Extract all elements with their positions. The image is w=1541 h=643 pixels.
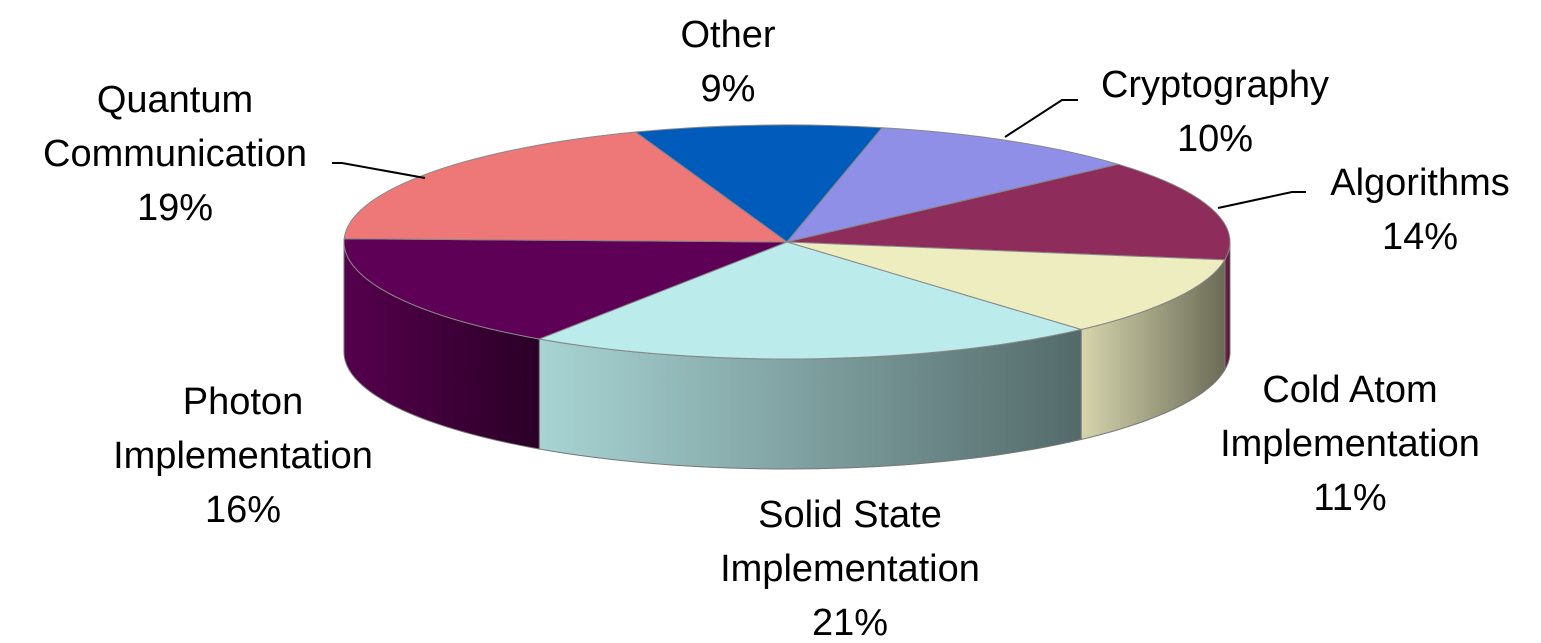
- category-label: Algorithms: [1330, 162, 1510, 204]
- value-label: 11%: [1313, 477, 1387, 519]
- leader-line: [1004, 99, 1078, 138]
- slice-label: Cryptography 10%: [1055, 58, 1375, 166]
- slice-label: Photon Implementation 16%: [78, 375, 408, 537]
- value-label: 19%: [136, 187, 214, 229]
- category-label: Solid State Implementation: [720, 494, 980, 590]
- value-label: 9%: [700, 68, 756, 110]
- slice-label: Algorithms 14%: [1290, 156, 1541, 264]
- pie-slice: [634, 124, 884, 243]
- pie-slice: [537, 241, 1084, 360]
- slice-label: Quantum Communication 19%: [5, 73, 345, 235]
- category-label: Other: [680, 14, 776, 56]
- pie-slice: [786, 241, 1226, 331]
- slice-label: Cold Atom Implementation 11%: [1190, 363, 1510, 525]
- category-label: Cold Atom Implementation: [1220, 369, 1480, 465]
- category-label: Quantum Communication: [43, 79, 307, 175]
- value-label: 10%: [1176, 118, 1254, 160]
- pie-slice: [343, 131, 789, 243]
- value-label: 21%: [811, 602, 889, 643]
- category-label: Cryptography: [1100, 64, 1330, 106]
- slice-label: Solid State Implementation 21%: [685, 488, 1015, 643]
- leader-line: [332, 162, 426, 179]
- pie-slice: [785, 127, 1121, 243]
- pie-slice: [786, 163, 1231, 261]
- leader-line: [1217, 191, 1306, 209]
- value-label: 14%: [1381, 216, 1459, 258]
- pie-slice-side: [1224, 241, 1231, 372]
- slice-label: Other 9%: [628, 8, 828, 116]
- category-label: Photon Implementation: [113, 381, 373, 477]
- pie-slice: [343, 238, 788, 340]
- value-label: 16%: [204, 489, 282, 531]
